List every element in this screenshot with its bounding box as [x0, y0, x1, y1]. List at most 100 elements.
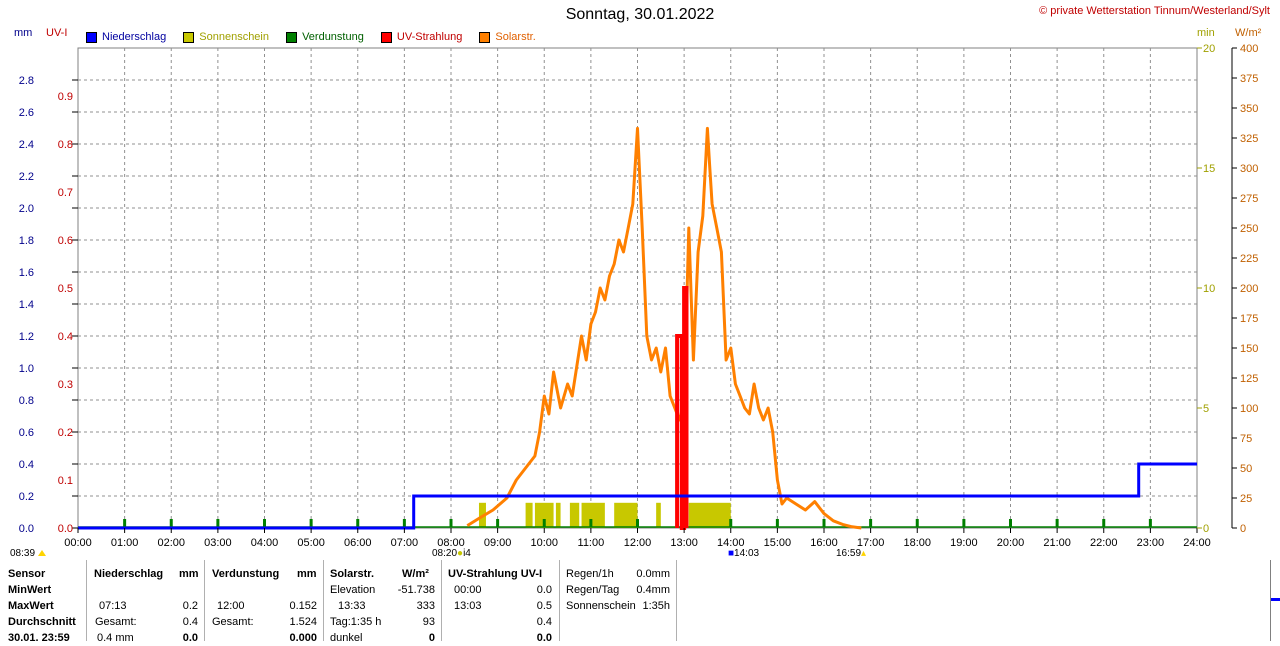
legend: Niederschlag Sonnenschein Verdunstung UV… — [86, 31, 550, 46]
stats-header: UV-Strahlung UV-I — [442, 566, 559, 582]
row-value: 0.0mm — [636, 568, 670, 580]
stats-row: 30.01. 23:59 — [0, 630, 86, 646]
sunshine-bar — [581, 502, 605, 528]
credit-text: © private Wetterstation Tinnum/Westerlan… — [1039, 5, 1270, 17]
x-tick-label: 16:00 — [810, 537, 838, 549]
stats-row: 0.0 — [442, 630, 559, 646]
uvi-tick-label: 0.1 — [58, 475, 73, 487]
mm-tick-label: 1.6 — [19, 267, 34, 279]
stats-row — [205, 582, 323, 598]
stats-row: Gesamt: 1.524 — [205, 614, 323, 630]
evaporation-tick — [1009, 519, 1012, 527]
min-tick-label: 5 — [1203, 403, 1209, 415]
stats-row: Tag:1:35 h 93 — [324, 614, 441, 630]
min-axis-unit: min — [1197, 27, 1215, 39]
x-tick-label: 23:00 — [1137, 537, 1165, 549]
x-tick-label: 09:00 — [484, 537, 512, 549]
stats-row: 12:00 0.152 — [205, 598, 323, 614]
uvi-tick-label: 0.2 — [58, 427, 73, 439]
uvi-tick-label: 0.8 — [58, 139, 73, 151]
mm-axis-unit: mm — [14, 27, 33, 39]
header-text: Verdunstung — [212, 568, 280, 580]
weather-chart: 0.0 0.2 0.4 0.6 0.8 1.0 1.2 1.4 1.6 1.8 2.0 2.2 2.4 2… — [19, 43, 1259, 549]
wm2-tick-label: 175 — [1240, 313, 1258, 325]
solar-noon-marker: ■14:03 — [728, 548, 759, 559]
row-value: 93 — [422, 616, 435, 628]
row-value: 0.152 — [289, 600, 317, 612]
x-tick-label: 18:00 — [903, 537, 931, 549]
sunshine-bar — [656, 502, 661, 528]
legend-label: Solarstr. — [495, 31, 536, 43]
wm2-tick-label: 200 — [1240, 283, 1258, 295]
stats-row: 0.4 — [442, 614, 559, 630]
stats-header: Sensor — [0, 566, 86, 582]
legend-label: Sonnenschein — [199, 31, 269, 43]
uvi-axis-unit: UV-I — [46, 27, 68, 39]
legend-swatch — [183, 31, 195, 43]
row-label: MinWert — [8, 584, 52, 596]
evaporation-tick — [729, 519, 733, 527]
sunset-marker: 16:59▴ — [836, 548, 866, 559]
row-time: 07:13 — [99, 600, 127, 612]
header-unit: mm — [179, 568, 199, 580]
min-tick-label: 20 — [1203, 43, 1215, 55]
chart-title: Sonntag, 30.01.2022 — [565, 6, 715, 23]
evaporation-tick — [263, 519, 266, 527]
legend-swatch — [380, 31, 392, 43]
evaporation-tick — [1102, 519, 1106, 527]
evaporation-tick — [915, 519, 919, 527]
stats-verdunstung-col: Verdunstung mm 12:00 0.152 Gesamt: 1.524 0.… — [205, 560, 324, 644]
header-text: Solarstr. — [330, 568, 375, 580]
row-value: 333 — [416, 600, 435, 612]
evaporation-tick — [1055, 519, 1059, 527]
evaporation-tick — [402, 519, 406, 527]
row-time: Tag:1:35 h — [330, 616, 382, 628]
x-tick-label: 11:00 — [578, 537, 605, 549]
row-label: Durchschnitt — [8, 616, 76, 628]
row-time: 00:00 — [454, 584, 482, 596]
stats-header: Verdunstung mm — [205, 566, 323, 582]
evaporation-tick — [589, 519, 593, 527]
stats-row: dunkel 0 — [324, 630, 441, 646]
row-label: Regen/Tag — [566, 584, 620, 596]
x-tick-label: 04:00 — [251, 537, 279, 549]
stats-solar-col: Solarstr. W/m² Elevation -51.738 13:33 333 … — [324, 560, 442, 644]
evaporation-tick — [636, 519, 639, 527]
wm2-tick-label: 50 — [1240, 463, 1252, 475]
sunrise-marker: 08:20●i4 — [432, 548, 471, 559]
header-unit: mm — [297, 568, 317, 580]
wm2-tick-label: 400 — [1240, 43, 1258, 55]
evaporation-tick — [123, 519, 127, 527]
mm-tick-label: 0.8 — [19, 395, 34, 407]
row-value: 0.0 — [182, 632, 198, 644]
legend-item-uv: UV-Strahlung — [380, 31, 462, 43]
x-tick-label: 15:00 — [764, 537, 792, 549]
uv-line — [675, 286, 689, 530]
x-tick-label: 03:00 — [204, 537, 232, 549]
row-time: 12:00 — [217, 600, 245, 612]
evaporation-tick — [496, 519, 500, 527]
evaporation-tick — [216, 519, 220, 527]
legend-swatch — [479, 31, 491, 43]
x-tick-label: 20:00 — [997, 537, 1025, 549]
mm-tick-label: 1.2 — [19, 331, 34, 343]
header-text: Niederschlag — [94, 568, 164, 580]
stats-row: 13:33 333 — [324, 598, 441, 614]
header-text: Sensor — [8, 568, 46, 580]
stats-regen-col: Regen/1h 0.0mm Regen/Tag 0.4mm Sonnenschei… — [560, 560, 677, 641]
uvi-tick-label: 0.3 — [58, 379, 73, 391]
wm2-tick-label: 225 — [1240, 253, 1258, 265]
legend-item-solar: Solarstr. — [479, 31, 536, 43]
marker-time: 08:20 — [432, 548, 458, 559]
evaporation-tick — [775, 519, 779, 527]
row-label: Sonnenschein — [566, 600, 636, 612]
evaporation-tick — [169, 519, 173, 527]
mm-tick-label: 1.8 — [19, 235, 34, 247]
x-tick-label: 02:00 — [157, 537, 185, 549]
x-tick-label: 05:00 — [297, 537, 325, 549]
min-tick-label: 0 — [1203, 523, 1209, 535]
mm-tick-label: 2.2 — [19, 171, 34, 183]
wm2-axis-unit: W/m² — [1235, 27, 1262, 39]
stats-row: 00:00 0.0 — [442, 582, 559, 598]
stats-row: 0.000 — [205, 630, 323, 646]
